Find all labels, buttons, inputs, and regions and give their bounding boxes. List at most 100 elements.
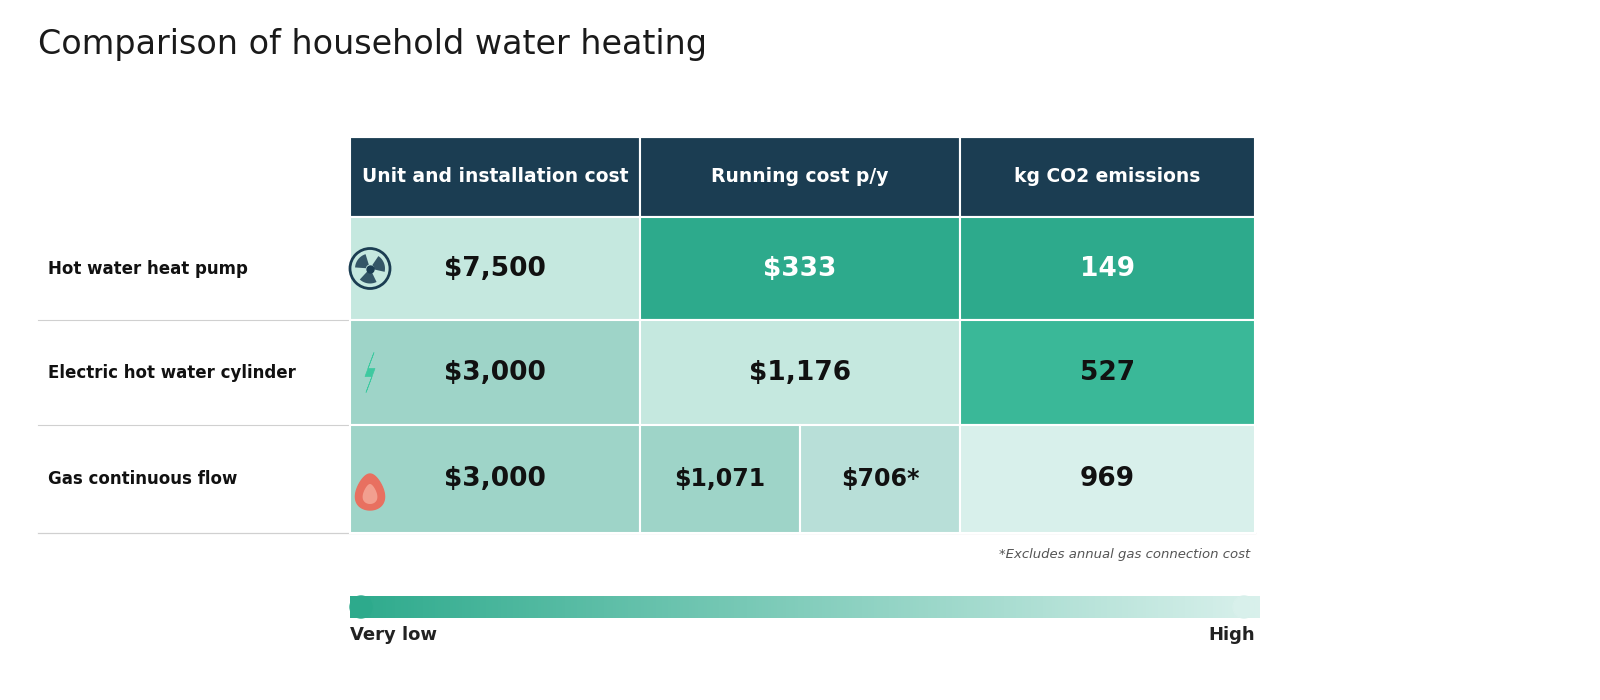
FancyBboxPatch shape: [550, 596, 554, 618]
FancyBboxPatch shape: [710, 596, 715, 618]
FancyBboxPatch shape: [786, 596, 790, 618]
FancyBboxPatch shape: [498, 596, 502, 618]
FancyBboxPatch shape: [538, 596, 542, 618]
FancyBboxPatch shape: [1013, 596, 1018, 618]
FancyBboxPatch shape: [1224, 596, 1229, 618]
FancyBboxPatch shape: [350, 320, 640, 425]
FancyBboxPatch shape: [877, 596, 882, 618]
FancyBboxPatch shape: [1026, 596, 1029, 618]
FancyBboxPatch shape: [894, 596, 899, 618]
FancyBboxPatch shape: [635, 596, 638, 618]
FancyBboxPatch shape: [971, 596, 974, 618]
FancyBboxPatch shape: [613, 596, 618, 618]
Text: $1,071: $1,071: [675, 467, 765, 491]
FancyBboxPatch shape: [1058, 596, 1062, 618]
FancyBboxPatch shape: [534, 596, 539, 618]
FancyBboxPatch shape: [1195, 596, 1198, 618]
Text: Running cost p/y: Running cost p/y: [712, 167, 888, 186]
FancyBboxPatch shape: [1139, 596, 1144, 618]
FancyBboxPatch shape: [989, 596, 994, 618]
FancyBboxPatch shape: [1158, 596, 1163, 618]
FancyBboxPatch shape: [960, 425, 1254, 533]
FancyBboxPatch shape: [944, 596, 947, 618]
FancyBboxPatch shape: [670, 596, 675, 618]
FancyBboxPatch shape: [1210, 596, 1214, 618]
FancyBboxPatch shape: [720, 596, 723, 618]
FancyBboxPatch shape: [483, 596, 488, 618]
FancyBboxPatch shape: [850, 596, 854, 618]
Polygon shape: [360, 272, 376, 284]
FancyBboxPatch shape: [1034, 596, 1038, 618]
FancyBboxPatch shape: [1122, 596, 1126, 618]
FancyBboxPatch shape: [528, 596, 533, 618]
FancyBboxPatch shape: [714, 596, 718, 618]
FancyBboxPatch shape: [1010, 596, 1014, 618]
FancyBboxPatch shape: [450, 596, 454, 618]
FancyBboxPatch shape: [982, 596, 987, 618]
FancyBboxPatch shape: [1155, 596, 1160, 618]
FancyBboxPatch shape: [698, 596, 702, 618]
FancyBboxPatch shape: [1237, 596, 1242, 618]
FancyBboxPatch shape: [520, 596, 525, 618]
FancyBboxPatch shape: [395, 596, 400, 618]
FancyBboxPatch shape: [1203, 596, 1208, 618]
FancyBboxPatch shape: [1186, 596, 1190, 618]
FancyBboxPatch shape: [616, 596, 621, 618]
FancyBboxPatch shape: [792, 596, 797, 618]
FancyBboxPatch shape: [826, 596, 830, 618]
FancyBboxPatch shape: [749, 596, 754, 618]
FancyBboxPatch shape: [704, 596, 709, 618]
FancyBboxPatch shape: [650, 596, 654, 618]
FancyBboxPatch shape: [565, 596, 570, 618]
Polygon shape: [373, 256, 386, 272]
FancyBboxPatch shape: [619, 596, 624, 618]
FancyBboxPatch shape: [856, 596, 859, 618]
FancyBboxPatch shape: [419, 596, 424, 618]
FancyBboxPatch shape: [358, 596, 363, 618]
FancyBboxPatch shape: [762, 596, 766, 618]
FancyBboxPatch shape: [1230, 596, 1235, 618]
FancyBboxPatch shape: [1046, 596, 1051, 618]
FancyBboxPatch shape: [442, 596, 445, 618]
FancyBboxPatch shape: [662, 596, 666, 618]
FancyBboxPatch shape: [357, 596, 360, 618]
FancyBboxPatch shape: [1125, 596, 1130, 618]
FancyBboxPatch shape: [744, 596, 747, 618]
FancyBboxPatch shape: [608, 596, 611, 618]
FancyBboxPatch shape: [867, 596, 872, 618]
FancyBboxPatch shape: [582, 596, 587, 618]
FancyBboxPatch shape: [870, 596, 875, 618]
FancyBboxPatch shape: [435, 596, 440, 618]
FancyBboxPatch shape: [973, 596, 978, 618]
FancyBboxPatch shape: [605, 596, 608, 618]
FancyBboxPatch shape: [843, 596, 848, 618]
FancyBboxPatch shape: [432, 596, 437, 618]
FancyBboxPatch shape: [802, 596, 805, 618]
FancyBboxPatch shape: [810, 596, 814, 618]
FancyBboxPatch shape: [1251, 596, 1256, 618]
FancyBboxPatch shape: [429, 596, 434, 618]
FancyBboxPatch shape: [771, 596, 776, 618]
FancyBboxPatch shape: [438, 596, 442, 618]
FancyBboxPatch shape: [1053, 596, 1056, 618]
FancyBboxPatch shape: [962, 596, 966, 618]
FancyBboxPatch shape: [1206, 596, 1211, 618]
FancyBboxPatch shape: [859, 596, 862, 618]
FancyBboxPatch shape: [1104, 596, 1109, 618]
FancyBboxPatch shape: [1037, 596, 1042, 618]
Text: Hot water heat pump: Hot water heat pump: [48, 260, 248, 277]
FancyBboxPatch shape: [952, 596, 957, 618]
FancyBboxPatch shape: [853, 596, 858, 618]
FancyBboxPatch shape: [1006, 596, 1011, 618]
FancyBboxPatch shape: [501, 596, 506, 618]
FancyBboxPatch shape: [707, 596, 712, 618]
FancyBboxPatch shape: [686, 596, 691, 618]
FancyBboxPatch shape: [768, 596, 773, 618]
FancyBboxPatch shape: [1219, 596, 1222, 618]
FancyBboxPatch shape: [1134, 596, 1139, 618]
FancyBboxPatch shape: [674, 596, 678, 618]
FancyBboxPatch shape: [725, 596, 730, 618]
FancyBboxPatch shape: [755, 596, 760, 618]
Text: Electric hot water cylinder: Electric hot water cylinder: [48, 363, 296, 382]
FancyBboxPatch shape: [571, 596, 576, 618]
